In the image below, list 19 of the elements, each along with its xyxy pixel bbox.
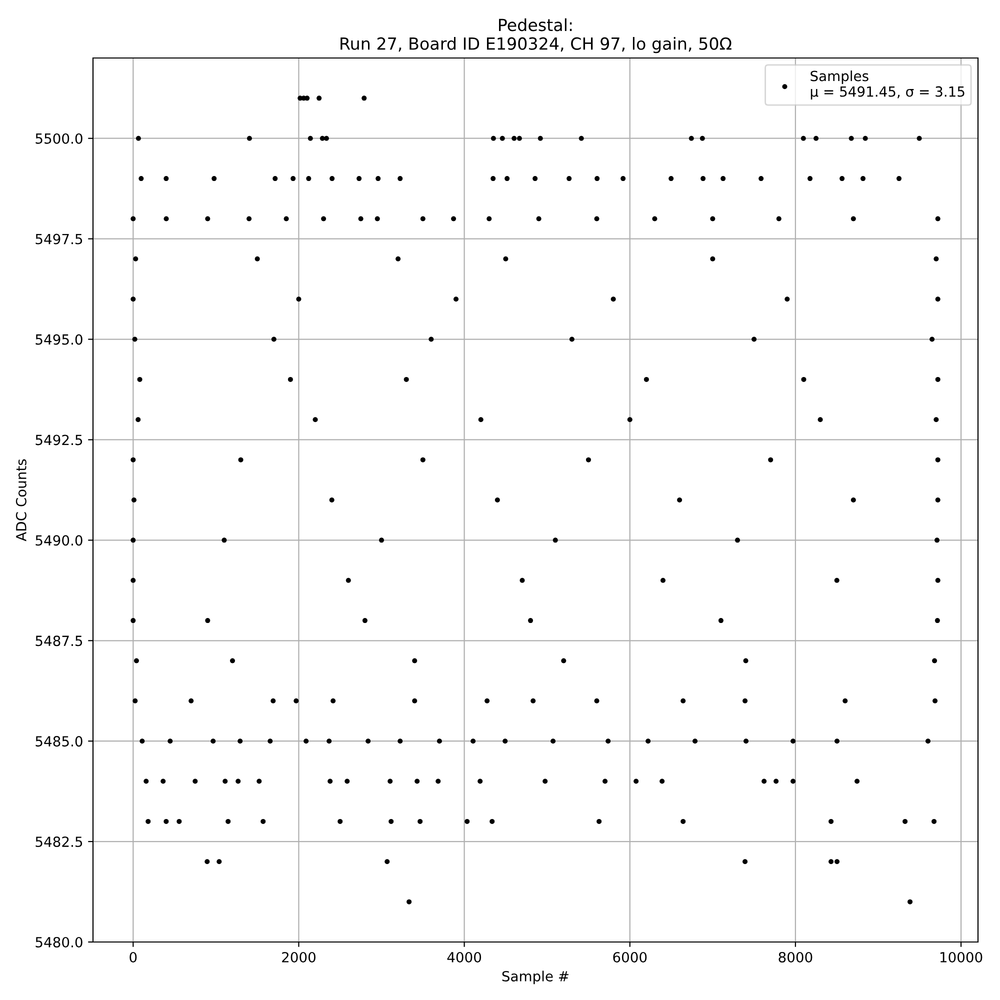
y-tick-label: 5500.0 xyxy=(36,133,82,144)
chart-title: Pedestal: Run 27, Board ID E190324, CH 97, lo gain, 50Ω xyxy=(340,18,732,54)
y-tick-label: 5490.0 xyxy=(36,535,82,546)
x-tick-label: 2000 xyxy=(282,952,316,962)
x-tick-label: 4000 xyxy=(447,952,482,962)
legend-label: Samples μ = 5491.45, σ = 3.15 xyxy=(810,70,964,100)
y-tick-label: 5480.0 xyxy=(36,936,82,948)
y-tick-label: 5487.5 xyxy=(36,636,82,646)
y-tick-label: 5495.0 xyxy=(36,334,82,345)
y-tick-label: 5482.5 xyxy=(36,836,82,848)
x-axis-title: Sample # xyxy=(502,970,568,984)
x-tick-label: 0 xyxy=(130,952,137,962)
x-tick-label: 10000 xyxy=(940,952,982,962)
y-tick-label: 5497.5 xyxy=(36,234,82,244)
y-tick-label: 5492.5 xyxy=(36,434,82,446)
y-axis-title: ADC Counts xyxy=(16,459,26,542)
x-tick-label: 8000 xyxy=(778,952,812,962)
y-tick-label: 5485.0 xyxy=(36,736,82,747)
x-tick-label: 6000 xyxy=(613,952,647,962)
